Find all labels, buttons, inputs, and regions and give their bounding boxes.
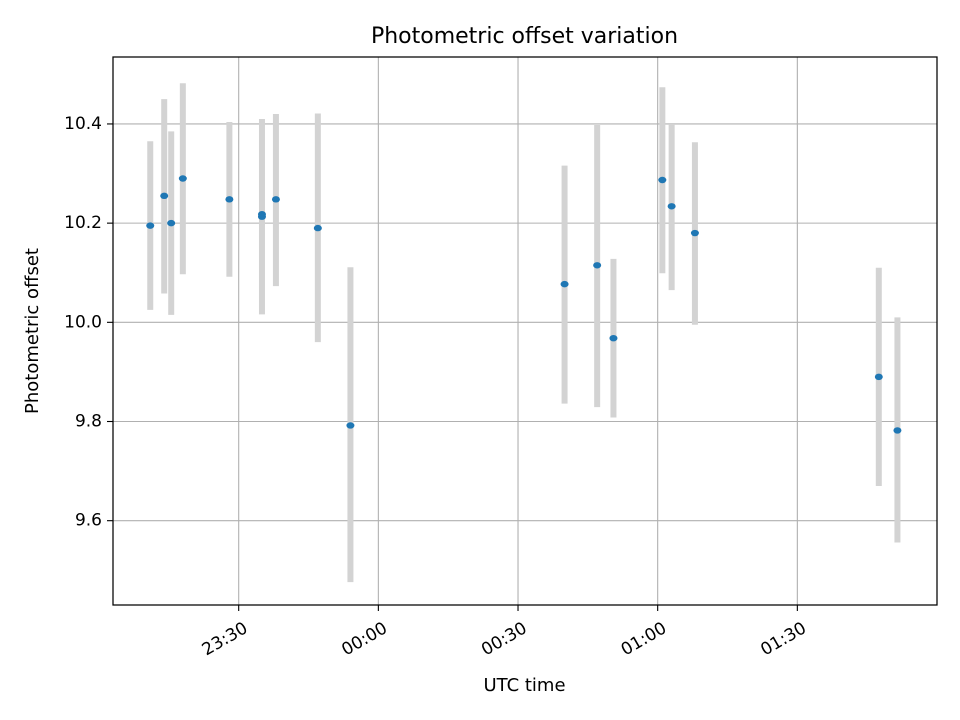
- data-point: [313, 224, 322, 232]
- y-tick-label: 10.2: [64, 213, 102, 233]
- x-tick-label: 00:00: [338, 618, 390, 660]
- x-tick-label: 23:30: [199, 618, 251, 660]
- plot-frame: [112, 56, 938, 606]
- error-bars: [147, 83, 901, 583]
- axis-ticks: 23:30 00:00 00:30 01:00 01:30 9.6 9.8 10.0 10.2 1…: [64, 114, 810, 660]
- data-point: [893, 427, 902, 434]
- data-point: [346, 422, 355, 429]
- data-points: [146, 175, 902, 434]
- data-point: [690, 229, 699, 237]
- data-point: [609, 334, 618, 342]
- x-tick-label: 01:00: [618, 618, 670, 660]
- data-point: [271, 196, 280, 203]
- data-point: [257, 213, 266, 220]
- y-tick-label: 10.4: [64, 114, 102, 134]
- y-tick-label: 10.0: [64, 312, 102, 332]
- data-point: [667, 203, 676, 210]
- data-point: [658, 176, 667, 184]
- data-point: [160, 192, 169, 200]
- grid-lines: [113, 57, 937, 605]
- data-point: [178, 175, 187, 182]
- data-point: [146, 222, 155, 229]
- data-point: [560, 280, 569, 288]
- data-point: [593, 262, 602, 269]
- y-tick-label: 9.6: [75, 511, 102, 531]
- x-axis-label: UTC time: [483, 675, 565, 696]
- data-point: [225, 196, 234, 203]
- data-point: [874, 373, 883, 381]
- y-tick-label: 9.8: [75, 412, 102, 432]
- x-tick-label: 01:30: [757, 618, 809, 660]
- y-axis-label: Photometric offset: [22, 248, 43, 414]
- data-point: [167, 219, 176, 227]
- chart-title: Photometric offset variation: [371, 24, 678, 49]
- x-tick-label: 00:30: [478, 618, 530, 660]
